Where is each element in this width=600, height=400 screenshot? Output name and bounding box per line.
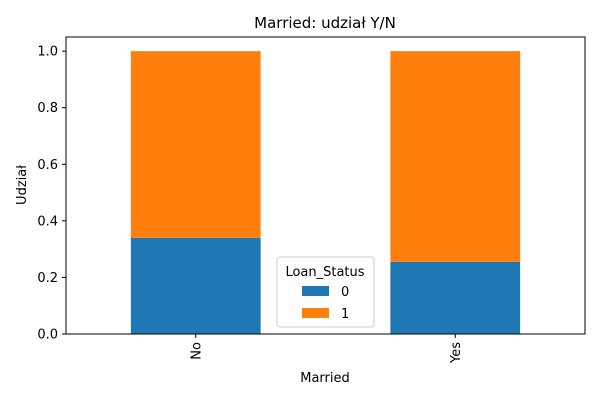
x-tick-label: Yes	[449, 342, 464, 364]
y-tick-label: 0.0	[37, 328, 58, 343]
y-tick-label: 0.8	[37, 101, 58, 116]
chart-title: Married: udział Y/N	[254, 14, 396, 32]
bar-no-series-0	[130, 237, 261, 334]
x-axis: No Yes	[189, 334, 464, 364]
bar-no-series-1	[130, 51, 261, 238]
y-tick-label: 0.6	[37, 158, 58, 173]
plot-frame	[65, 36, 586, 335]
y-axis: 0.0 0.2 0.4 0.6 0.8 1.0	[37, 45, 66, 343]
legend-title: Loan_Status	[285, 265, 364, 280]
legend-swatch-1	[302, 308, 329, 318]
y-tick-label: 1.0	[37, 45, 58, 60]
y-tick-label: 0.2	[37, 271, 58, 286]
y-axis-label: Udział	[15, 165, 30, 205]
bar-yes-series-1	[390, 51, 521, 262]
legend-swatch-0	[302, 286, 329, 296]
y-tick-label: 0.4	[37, 214, 58, 229]
x-tick-label: No	[189, 342, 204, 360]
legend-label-1: 1	[341, 307, 349, 322]
bars-group	[130, 51, 521, 334]
x-axis-label: Married	[300, 371, 350, 386]
legend: Loan_Status 0 1	[276, 256, 375, 328]
legend-label-0: 0	[341, 285, 349, 300]
bar-yes-series-0	[390, 261, 521, 334]
